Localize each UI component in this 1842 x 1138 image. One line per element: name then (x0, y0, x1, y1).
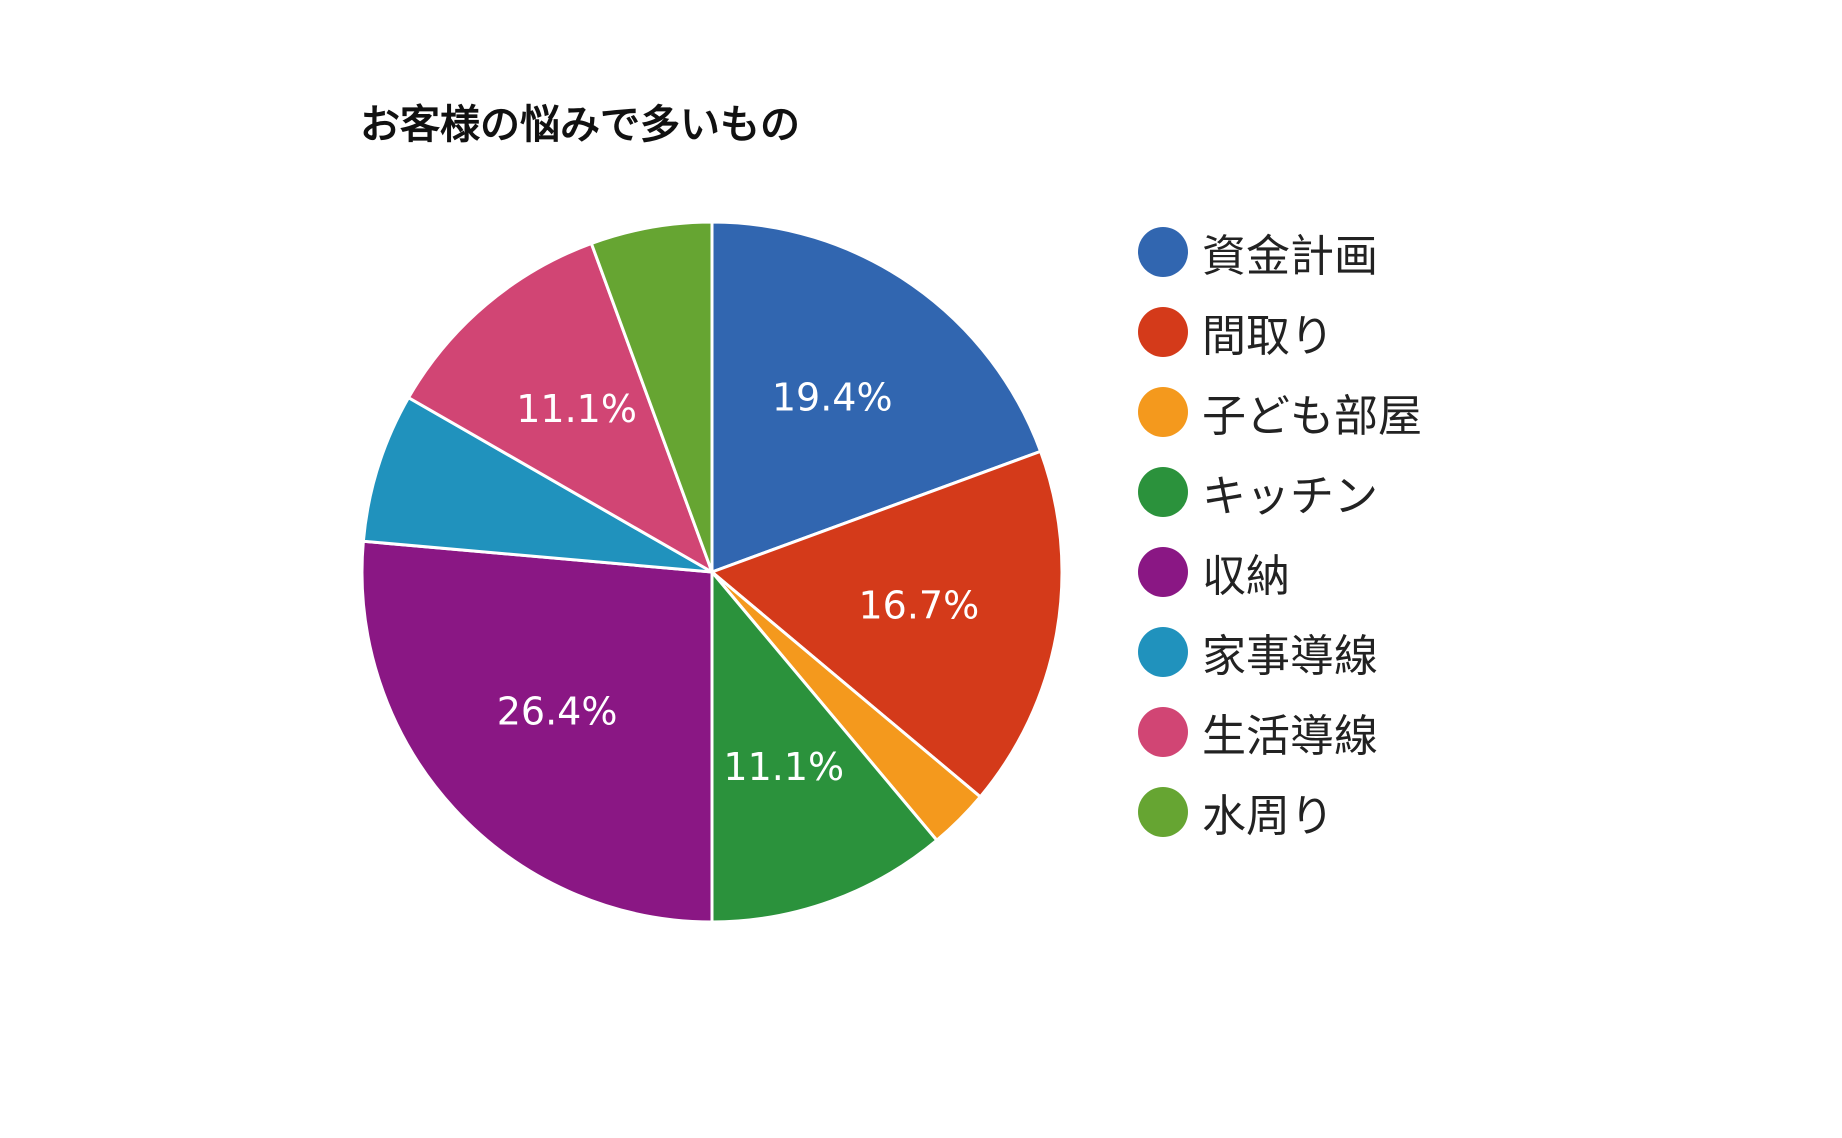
legend-swatch (1138, 707, 1188, 757)
legend-label: 生活導線 (1202, 711, 1378, 762)
pie-slice (360, 539, 714, 924)
legend-swatch (1138, 787, 1188, 837)
legend-label: 資金計画 (1202, 231, 1378, 282)
legend-item: 収納 (1138, 532, 1422, 612)
legend-swatch (1138, 307, 1188, 357)
pie-slice (710, 220, 1043, 575)
slice-value-label: 16.7% (859, 584, 980, 628)
pie-slice (406, 241, 715, 576)
legend-label: 水周り (1202, 791, 1334, 842)
legend-item: 生活導線 (1138, 692, 1422, 772)
legend: 資金計画間取り子ども部屋キッチン収納家事導線生活導線水周り (1138, 212, 1422, 852)
legend-swatch (1138, 387, 1188, 437)
slice-value-label: 11.1% (723, 745, 844, 789)
pie-slice (709, 449, 1064, 799)
legend-item: キッチン (1138, 452, 1422, 532)
legend-swatch (1138, 467, 1188, 517)
legend-swatch (1138, 227, 1188, 277)
legend-item: 子ども部屋 (1138, 372, 1422, 452)
slice-value-label: 26.4% (497, 689, 618, 733)
chart-title: お客様の悩みで多いもの (360, 102, 800, 148)
legend-item: 資金計画 (1138, 212, 1422, 292)
legend-swatch (1138, 547, 1188, 597)
slice-value-label: 11.1% (516, 387, 637, 431)
pie-slice (361, 395, 713, 574)
slice-value-label: 19.4% (772, 375, 893, 419)
pie-slice (710, 567, 939, 924)
legend-label: 子ども部屋 (1202, 391, 1422, 442)
legend-item: 家事導線 (1138, 612, 1422, 692)
legend-item: 間取り (1138, 292, 1422, 372)
legend-item: 水周り (1138, 772, 1422, 852)
legend-label: 間取り (1202, 311, 1334, 362)
legend-swatch (1138, 627, 1188, 677)
legend-label: 家事導線 (1202, 631, 1378, 682)
legend-label: キッチン (1202, 471, 1378, 522)
legend-label: 収納 (1202, 551, 1290, 602)
pie-slice (589, 220, 714, 573)
